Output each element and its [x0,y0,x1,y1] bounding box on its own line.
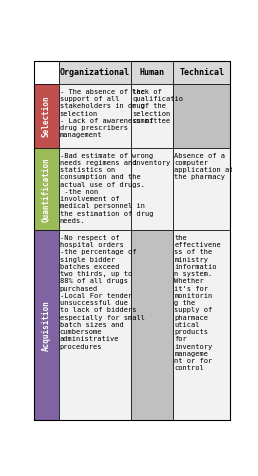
Bar [173,149,230,230]
Text: Technical: Technical [179,68,224,77]
Text: Human: Human [140,68,165,77]
Text: Acquisition: Acquisition [42,300,51,351]
Bar [34,149,59,230]
Text: lack of
qualificatio
n of the
selection
committee: lack of qualificatio n of the selection … [132,89,183,124]
Bar [34,61,59,84]
Bar [173,61,230,84]
Bar [59,61,131,84]
Text: the
effectivene
ss of the
ministry
informatio
n system.
Whether
it's for
monitor: the effectivene ss of the ministry infor… [174,235,221,371]
Text: -No respect of
hospital orders
-the percentage of
single bidder
batches exceed
t: -No respect of hospital orders -the perc… [60,235,145,349]
Bar [59,230,131,420]
Bar [131,61,173,84]
Bar [59,149,131,230]
Bar [131,149,173,230]
Text: Selection: Selection [42,96,51,137]
Text: - The absence of the
support of all
stakeholders in drug
selection
- Lack of awa: - The absence of the support of all stak… [60,89,153,139]
Text: wrong
inventory: wrong inventory [132,153,171,166]
Bar [131,230,173,420]
Text: Organizational: Organizational [60,68,130,77]
Text: Absence of a
computer
application at
the pharmacy: Absence of a computer application at the… [174,153,234,180]
Bar [59,84,131,149]
Bar [34,84,59,149]
Bar [173,84,230,149]
Text: Quantification: Quantification [42,157,51,222]
Bar [173,230,230,420]
Bar [131,84,173,149]
Text: -Bad estimate of
needs regimens and
statistics on
consumption and the
actual use: -Bad estimate of needs regimens and stat… [60,153,153,224]
Bar [34,230,59,420]
